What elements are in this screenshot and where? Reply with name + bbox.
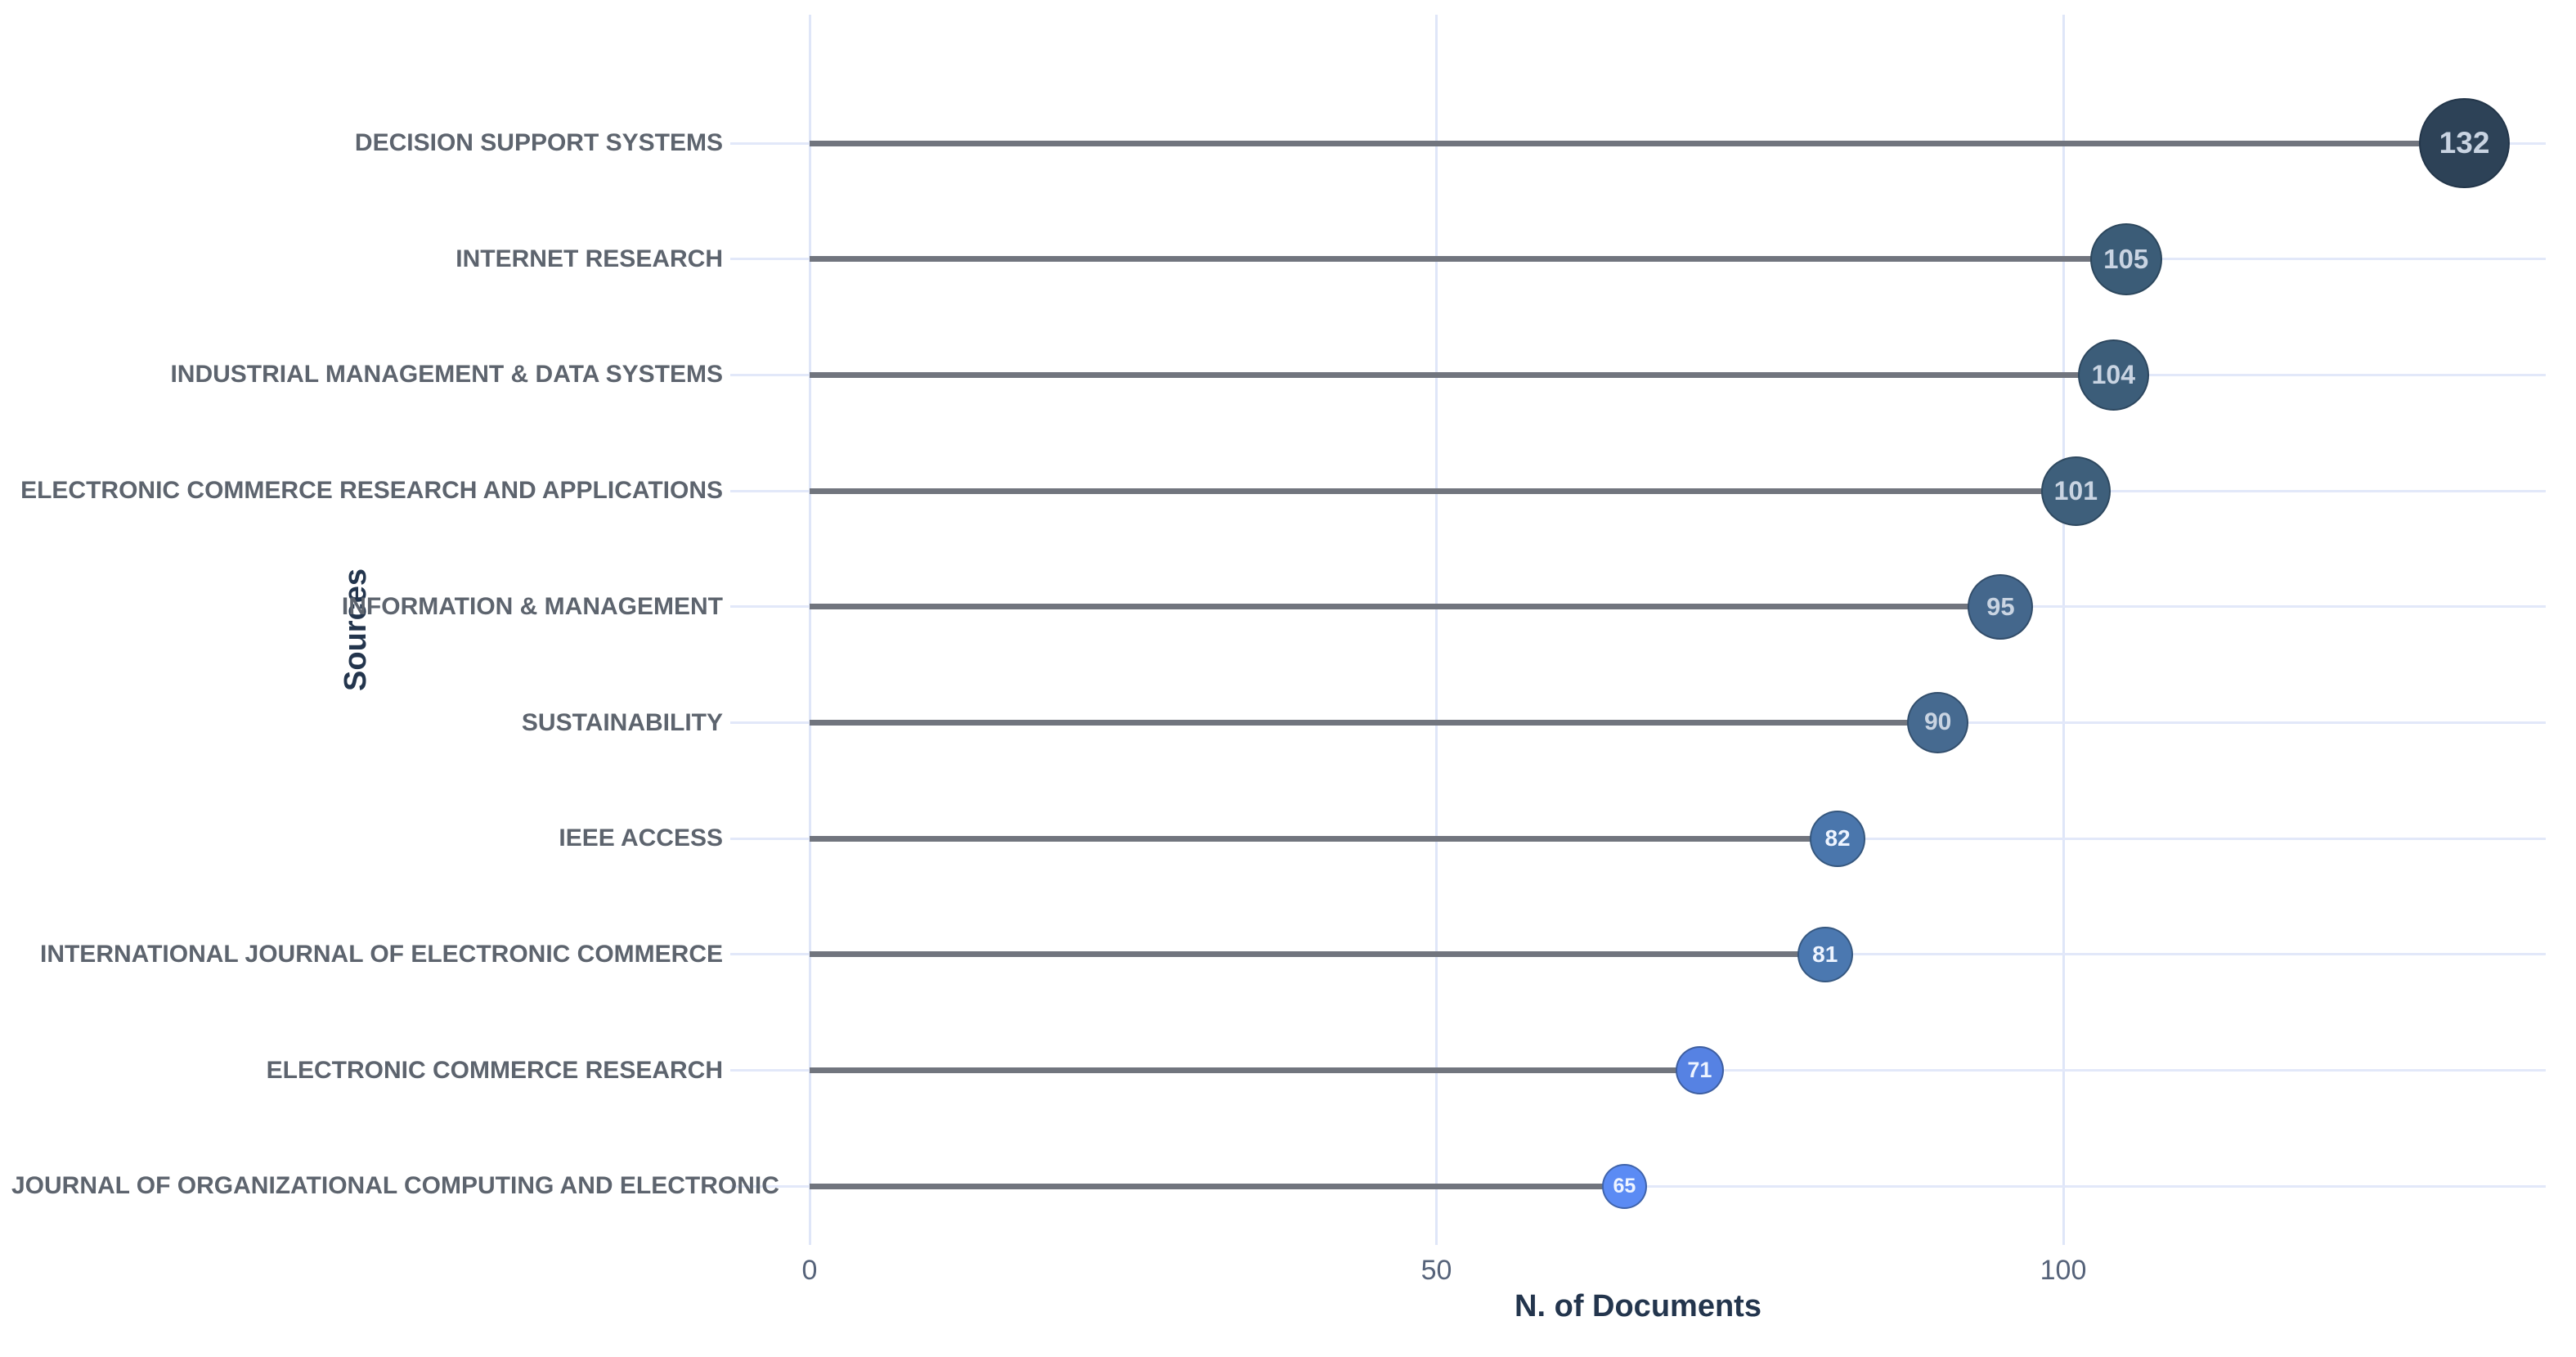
data-point-bubble: 71 xyxy=(1675,1045,1725,1095)
x-tick-label: 100 xyxy=(2040,1255,2087,1286)
stem-line xyxy=(810,140,2465,146)
stem-line xyxy=(810,835,1838,842)
data-point-bubble: 105 xyxy=(2089,222,2162,295)
data-point-bubble: 132 xyxy=(2419,97,2510,189)
stem-line xyxy=(810,1067,1700,1074)
category-label: INDUSTRIAL MANAGEMENT & DATA SYSTEMS xyxy=(170,361,723,389)
stem-line xyxy=(810,1183,1625,1189)
category-label: ELECTRONIC COMMERCE RESEARCH xyxy=(266,1056,723,1084)
data-point-bubble: 82 xyxy=(1809,810,1866,867)
data-point-bubble: 104 xyxy=(2077,339,2149,411)
category-label: IEEE ACCESS xyxy=(559,825,723,852)
stem-line xyxy=(810,371,2114,378)
category-label: DECISION SUPPORT SYSTEMS xyxy=(354,129,723,156)
stem-line xyxy=(810,604,2001,610)
category-label: SUSTAINABILITY xyxy=(521,708,723,736)
category-label: INTERNATIONAL JOURNAL OF ELECTRONIC COMM… xyxy=(39,940,723,968)
bubble-value: 101 xyxy=(2053,475,2098,506)
data-point-bubble: 90 xyxy=(1906,691,1969,754)
x-gridline xyxy=(808,15,811,1245)
bubble-value: 82 xyxy=(1824,825,1851,851)
bubble-value: 90 xyxy=(1924,708,1952,736)
bubble-value: 71 xyxy=(1687,1058,1712,1083)
bubble-value: 95 xyxy=(1986,591,2015,621)
stem-line xyxy=(810,256,2126,263)
data-point-bubble: 101 xyxy=(2040,456,2111,526)
data-point-bubble: 81 xyxy=(1797,926,1853,982)
x-tick-label: 50 xyxy=(1420,1255,1452,1286)
stem-line xyxy=(810,720,1938,726)
category-label: INFORMATION & MANAGEMENT xyxy=(341,592,723,620)
stem-line xyxy=(810,951,1825,958)
bubble-value: 65 xyxy=(1613,1174,1636,1197)
data-point-bubble: 65 xyxy=(1602,1164,1647,1209)
x-axis-title: N. of Documents xyxy=(1515,1289,1761,1323)
bubble-value: 105 xyxy=(2103,243,2149,274)
x-gridline xyxy=(1435,15,1438,1245)
bubble-value: 132 xyxy=(2439,125,2490,160)
stem-line xyxy=(810,488,2076,494)
x-tick-label: 0 xyxy=(801,1255,818,1286)
bubble-value: 104 xyxy=(2091,359,2135,389)
x-gridline xyxy=(2062,15,2065,1245)
bubble-value: 81 xyxy=(1812,941,1838,967)
data-point-bubble: 95 xyxy=(1968,573,2034,640)
category-label: ELECTRONIC COMMERCE RESEARCH AND APPLICA… xyxy=(20,477,723,505)
category-label: JOURNAL OF ORGANIZATIONAL COMPUTING AND … xyxy=(11,1172,779,1200)
category-label: INTERNET RESEARCH xyxy=(456,245,723,272)
